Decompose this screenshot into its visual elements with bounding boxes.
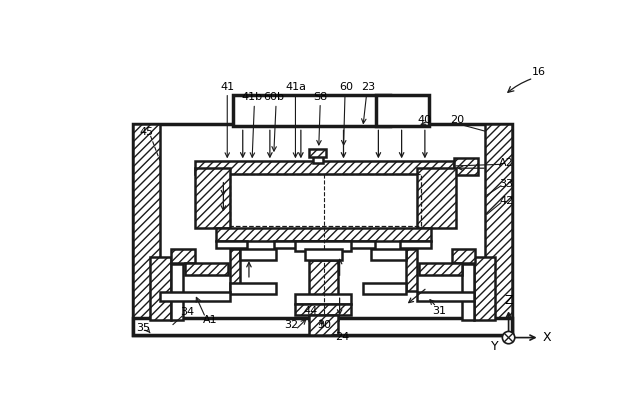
Bar: [308, 260, 338, 320]
Text: A2: A2: [499, 158, 514, 168]
Bar: [234, 95, 390, 126]
Text: 45: 45: [140, 127, 154, 137]
Bar: [132, 318, 513, 335]
Bar: [184, 263, 228, 275]
Bar: [485, 124, 513, 335]
Text: 40: 40: [418, 115, 432, 125]
Bar: [230, 283, 276, 294]
Bar: [195, 161, 454, 173]
Bar: [419, 263, 462, 275]
Bar: [400, 241, 431, 248]
Bar: [132, 124, 160, 335]
Text: A1: A1: [203, 315, 218, 325]
Text: 16: 16: [532, 67, 546, 77]
Text: X: X: [543, 331, 552, 344]
Text: 20: 20: [451, 115, 465, 125]
Bar: [454, 158, 477, 175]
Bar: [305, 249, 342, 260]
Text: 33: 33: [499, 179, 513, 188]
Bar: [308, 149, 326, 157]
Bar: [462, 265, 474, 320]
Bar: [296, 241, 351, 252]
Text: 60: 60: [339, 82, 353, 92]
Bar: [150, 257, 172, 320]
Circle shape: [502, 331, 515, 344]
Bar: [371, 249, 406, 260]
Text: 41b: 41b: [241, 92, 262, 102]
Bar: [296, 304, 351, 315]
Bar: [274, 241, 374, 248]
Bar: [216, 241, 246, 248]
Text: 32: 32: [284, 319, 298, 330]
Bar: [452, 249, 476, 263]
Text: 41a: 41a: [285, 82, 306, 92]
Text: 44: 44: [304, 306, 318, 316]
Text: Z: Z: [504, 294, 513, 307]
Bar: [172, 249, 195, 263]
Bar: [160, 292, 230, 302]
Text: 23: 23: [361, 82, 376, 92]
Bar: [312, 155, 323, 163]
Bar: [406, 249, 417, 291]
Bar: [376, 95, 429, 126]
Text: 60b: 60b: [263, 92, 284, 102]
Bar: [417, 168, 456, 228]
Bar: [308, 315, 338, 335]
Text: 35: 35: [136, 323, 150, 333]
Bar: [230, 173, 421, 226]
Bar: [216, 228, 431, 241]
Text: 31: 31: [433, 306, 447, 316]
Text: 41: 41: [220, 82, 234, 92]
Bar: [172, 265, 183, 320]
Text: 34: 34: [180, 307, 194, 317]
Text: 24: 24: [335, 332, 349, 342]
Bar: [241, 249, 276, 260]
Text: 42: 42: [499, 196, 513, 206]
Bar: [474, 257, 495, 320]
Bar: [132, 124, 513, 335]
Bar: [417, 292, 474, 302]
Bar: [195, 168, 230, 228]
Bar: [296, 294, 351, 304]
Bar: [230, 249, 241, 291]
Text: Y: Y: [491, 340, 499, 353]
Text: S8: S8: [313, 92, 328, 102]
Text: 30: 30: [317, 319, 331, 330]
Bar: [363, 283, 406, 294]
